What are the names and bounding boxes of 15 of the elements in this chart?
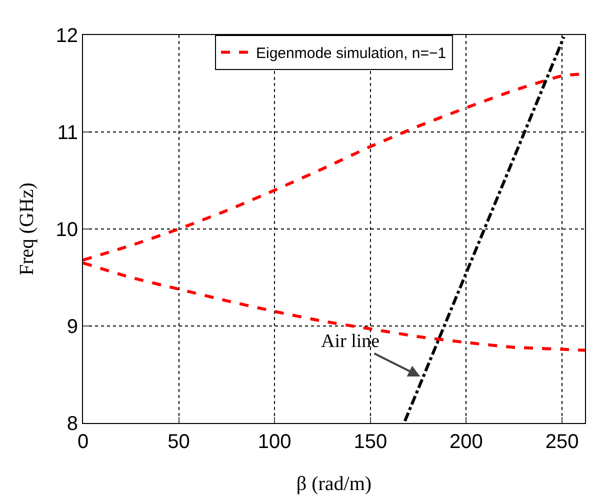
legend-label: Eigenmode simulation, n=−1 [256,45,446,62]
x-tick-label: 50 [168,431,190,453]
y-tick-label: 10 [56,219,78,241]
y-tick-label: 8 [66,413,78,435]
x-tick-label: 150 [354,431,388,453]
x-tick-label: 200 [450,431,483,453]
annotation: Air line [321,331,380,352]
x-tick-label: 250 [545,431,579,453]
y-tick-label: 9 [66,316,78,338]
x-tick-label: 100 [258,431,292,453]
x-tick-label: 0 [77,431,89,453]
y-axis-title: Freq (GHz) [16,182,38,276]
y-tick-label: 12 [56,25,78,47]
y-tick-label: 11 [57,122,78,144]
x-axis-title: β (rad/m) [296,473,372,495]
